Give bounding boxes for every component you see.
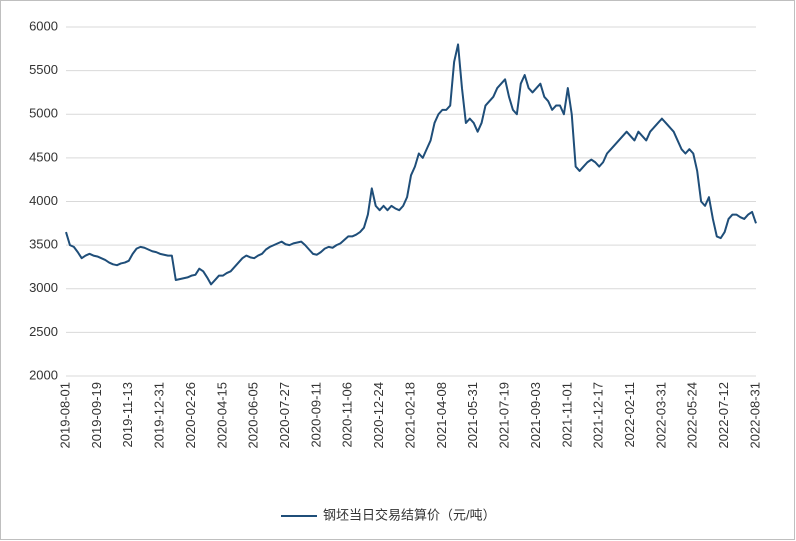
y-tick-label: 3000 <box>29 280 58 295</box>
x-tick-label: 2022-02-11 <box>622 382 637 448</box>
x-tick-label: 2021-02-18 <box>402 382 417 449</box>
y-tick-label: 4000 <box>29 193 58 208</box>
x-tick-label: 2022-08-31 <box>747 382 762 449</box>
y-tick-label: 3500 <box>29 237 58 252</box>
x-tick-label: 2019-08-01 <box>57 382 72 449</box>
x-tick-label: 2020-11-06 <box>340 382 355 448</box>
x-tick-label: 2022-05-24 <box>685 382 700 449</box>
x-tick-label: 2021-05-31 <box>465 382 480 449</box>
x-tick-label: 2019-11-13 <box>120 382 135 448</box>
x-tick-label: 2020-09-11 <box>308 382 323 448</box>
x-tick-label: 2022-03-31 <box>653 382 668 449</box>
x-tick-label: 2020-07-27 <box>277 382 292 449</box>
x-tick-label: 2021-11-01 <box>559 382 574 448</box>
x-tick-label: 2020-06-05 <box>246 382 261 449</box>
legend-label: 钢坯当日交易结算价（元/吨） <box>323 507 496 522</box>
x-tick-label: 2020-02-26 <box>183 382 198 449</box>
y-tick-label: 5000 <box>29 106 58 121</box>
y-tick-label: 6000 <box>29 18 58 33</box>
x-tick-label: 2021-07-19 <box>497 382 512 449</box>
y-tick-label: 4500 <box>29 149 58 164</box>
x-tick-label: 2021-12-17 <box>591 382 606 449</box>
x-tick-label: 2021-04-08 <box>434 382 449 449</box>
y-tick-label: 2000 <box>29 367 58 382</box>
x-tick-label: 2020-04-15 <box>214 382 229 449</box>
x-tick-label: 2022-07-12 <box>716 382 731 449</box>
y-tick-label: 5500 <box>29 62 58 77</box>
x-tick-label: 2019-12-31 <box>152 382 167 449</box>
x-tick-label: 2020-12-24 <box>371 382 386 449</box>
series-line <box>65 43 757 286</box>
x-tick-label: 2021-09-03 <box>528 382 543 449</box>
y-tick-label: 2500 <box>29 324 58 339</box>
x-tick-label: 2019-09-19 <box>89 382 104 449</box>
